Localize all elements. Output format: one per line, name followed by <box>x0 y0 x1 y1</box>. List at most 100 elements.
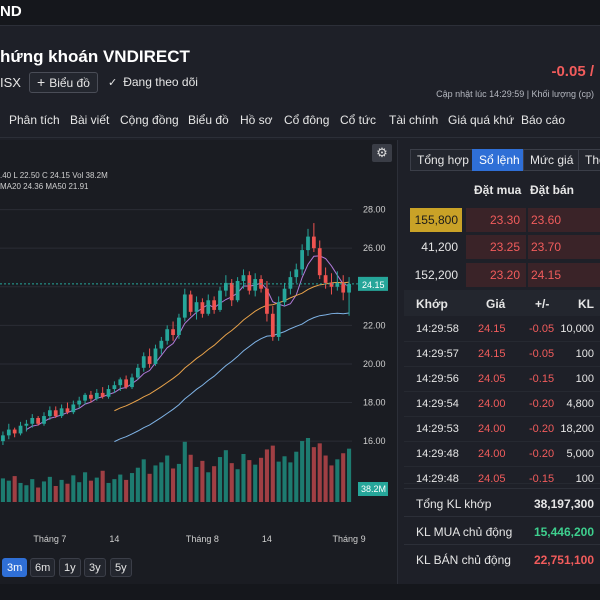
y-tick-label: 26.00 <box>363 243 386 253</box>
nav-financials[interactable]: Tài chính <box>389 113 439 127</box>
volume-bar <box>24 485 29 502</box>
trade-row: 14:29:58 24.15 -0.05 10,000 <box>404 317 600 342</box>
chart-button[interactable]: + Biểu đồ <box>29 72 98 93</box>
volume-bar <box>12 476 17 502</box>
orderbook-volume: 152,200 <box>414 268 458 282</box>
chart-panel: 28.0026.0024.0022.0020.0018.0016.0024.15… <box>0 140 398 584</box>
orderbook-volume: 41,200 <box>421 240 458 254</box>
tab-summary[interactable]: Tổng hợp <box>410 149 476 171</box>
volume-bar <box>188 454 193 502</box>
chart-button-label: Biểu đồ <box>49 76 90 90</box>
candle-body <box>347 283 351 293</box>
trade-price: 24.05 <box>478 373 506 385</box>
volume-bar <box>217 457 223 502</box>
summary-active-sell: KL BÁN chủ động 22,751,100 <box>404 544 600 572</box>
volume-bar <box>229 463 234 502</box>
candle-body <box>71 404 76 413</box>
volume-bar <box>282 456 287 502</box>
range-3m-button[interactable]: 3m <box>2 558 28 577</box>
y-tick-label: 16.00 <box>363 436 386 446</box>
trade-row: 14:29:56 24.05 -0.15 100 <box>404 367 600 392</box>
candle-body <box>94 392 99 399</box>
trade-change: -0.20 <box>529 448 555 460</box>
follow-label: Đang theo dõi <box>123 75 198 89</box>
trade-change: -0.05 <box>529 323 555 335</box>
volume-bar <box>300 441 305 502</box>
volume-bar <box>165 455 170 502</box>
orderbook-row: 41,200 23.25 23.70 <box>410 235 600 261</box>
volume-bar <box>135 467 140 502</box>
range-6m-button[interactable]: 6m <box>30 558 56 577</box>
volume-bar <box>47 476 52 502</box>
volume-bar <box>171 468 176 502</box>
trade-row: 14:29:48 24.05 -0.15 100 <box>404 467 600 484</box>
range-5y-button[interactable]: 5y <box>110 558 132 577</box>
volume-bar <box>88 480 93 502</box>
follow-button[interactable]: ✓ Đang theo dõi <box>108 75 198 89</box>
candle-body <box>306 236 310 251</box>
candle-body <box>59 408 64 417</box>
volume-bar <box>0 478 5 502</box>
volume-bar <box>6 480 11 502</box>
volume-bar <box>83 472 88 502</box>
tab-price-levels[interactable]: Mức giá <box>523 149 581 171</box>
settings-gear-icon[interactable]: ⚙ <box>372 144 392 162</box>
price-chart[interactable]: 28.0026.0024.0022.0020.0018.0016.0024.15… <box>0 140 398 584</box>
trade-volume: 100 <box>575 373 594 385</box>
tab-orderbook[interactable]: Sổ lệnh <box>472 149 527 171</box>
check-icon: ✓ <box>108 77 118 89</box>
trade-volume: 100 <box>575 473 594 484</box>
range-3y-button[interactable]: 3y <box>84 558 106 577</box>
ohlc-legend: .40 L 22.50 C 24.15 Vol 38.2M <box>0 171 108 180</box>
nav-profile[interactable]: Hồ sơ <box>240 113 273 127</box>
candle-body <box>235 280 240 301</box>
candle-body <box>229 282 234 301</box>
trades-header: Khớp Giá +/- KL <box>404 290 600 316</box>
site-logo[interactable]: ND <box>0 3 22 20</box>
nav-community[interactable]: Cộng đồng <box>120 113 179 127</box>
candle-body <box>171 329 175 336</box>
y-tick-label: 20.00 <box>363 359 386 369</box>
trade-time: 14:29:58 <box>416 323 459 335</box>
volume-bar <box>259 457 264 502</box>
nav-reports[interactable]: Báo cáo <box>521 113 566 127</box>
trade-row: 14:29:54 24.00 -0.20 4,800 <box>404 392 600 417</box>
nav-dividends[interactable]: Cổ tức <box>340 113 377 127</box>
candle-body <box>147 356 152 364</box>
nav-shareholders[interactable]: Cổ đông <box>284 113 330 127</box>
volume-bar <box>305 438 311 502</box>
volume-bar <box>100 470 105 502</box>
candle-body <box>177 317 181 336</box>
nav-price-history[interactable]: Giá quá khứ <box>448 113 515 127</box>
orderbook-volume: 155,800 <box>410 208 462 232</box>
nav-analysis[interactable]: Phân tích <box>9 113 60 127</box>
candle-body <box>65 408 70 413</box>
volume-bar <box>18 482 23 502</box>
orderbook-bid: 23.20 <box>466 263 526 287</box>
candle-body <box>282 288 287 303</box>
trade-price: 24.15 <box>478 323 506 335</box>
volume-bar <box>270 445 275 502</box>
candle-body <box>106 389 111 397</box>
bid-header: Đặt mua <box>474 183 522 197</box>
candle-body <box>12 429 17 434</box>
candle-body <box>159 340 164 349</box>
nav-chart[interactable]: Biểu đồ <box>188 113 229 127</box>
ma20-line <box>114 281 350 412</box>
trade-price: 24.05 <box>478 473 506 484</box>
tab-statistics[interactable]: Thố <box>578 149 600 171</box>
candle-body <box>253 279 258 291</box>
volume-bar <box>159 462 164 502</box>
ask-header: Đặt bán <box>530 183 575 197</box>
candle-body <box>206 300 211 314</box>
candle-body <box>323 275 328 283</box>
price-change: -0.05 / <box>551 63 594 80</box>
summary-value: 22,751,100 <box>533 553 594 567</box>
range-1y-button[interactable]: 1y <box>59 558 81 577</box>
x-tick-label: Tháng 7 <box>33 534 66 544</box>
ma-short-line <box>26 255 350 430</box>
trade-price: 24.00 <box>478 448 506 460</box>
candle-body <box>212 300 217 310</box>
nav-articles[interactable]: Bài viết <box>70 113 110 127</box>
candle-body <box>18 425 23 434</box>
